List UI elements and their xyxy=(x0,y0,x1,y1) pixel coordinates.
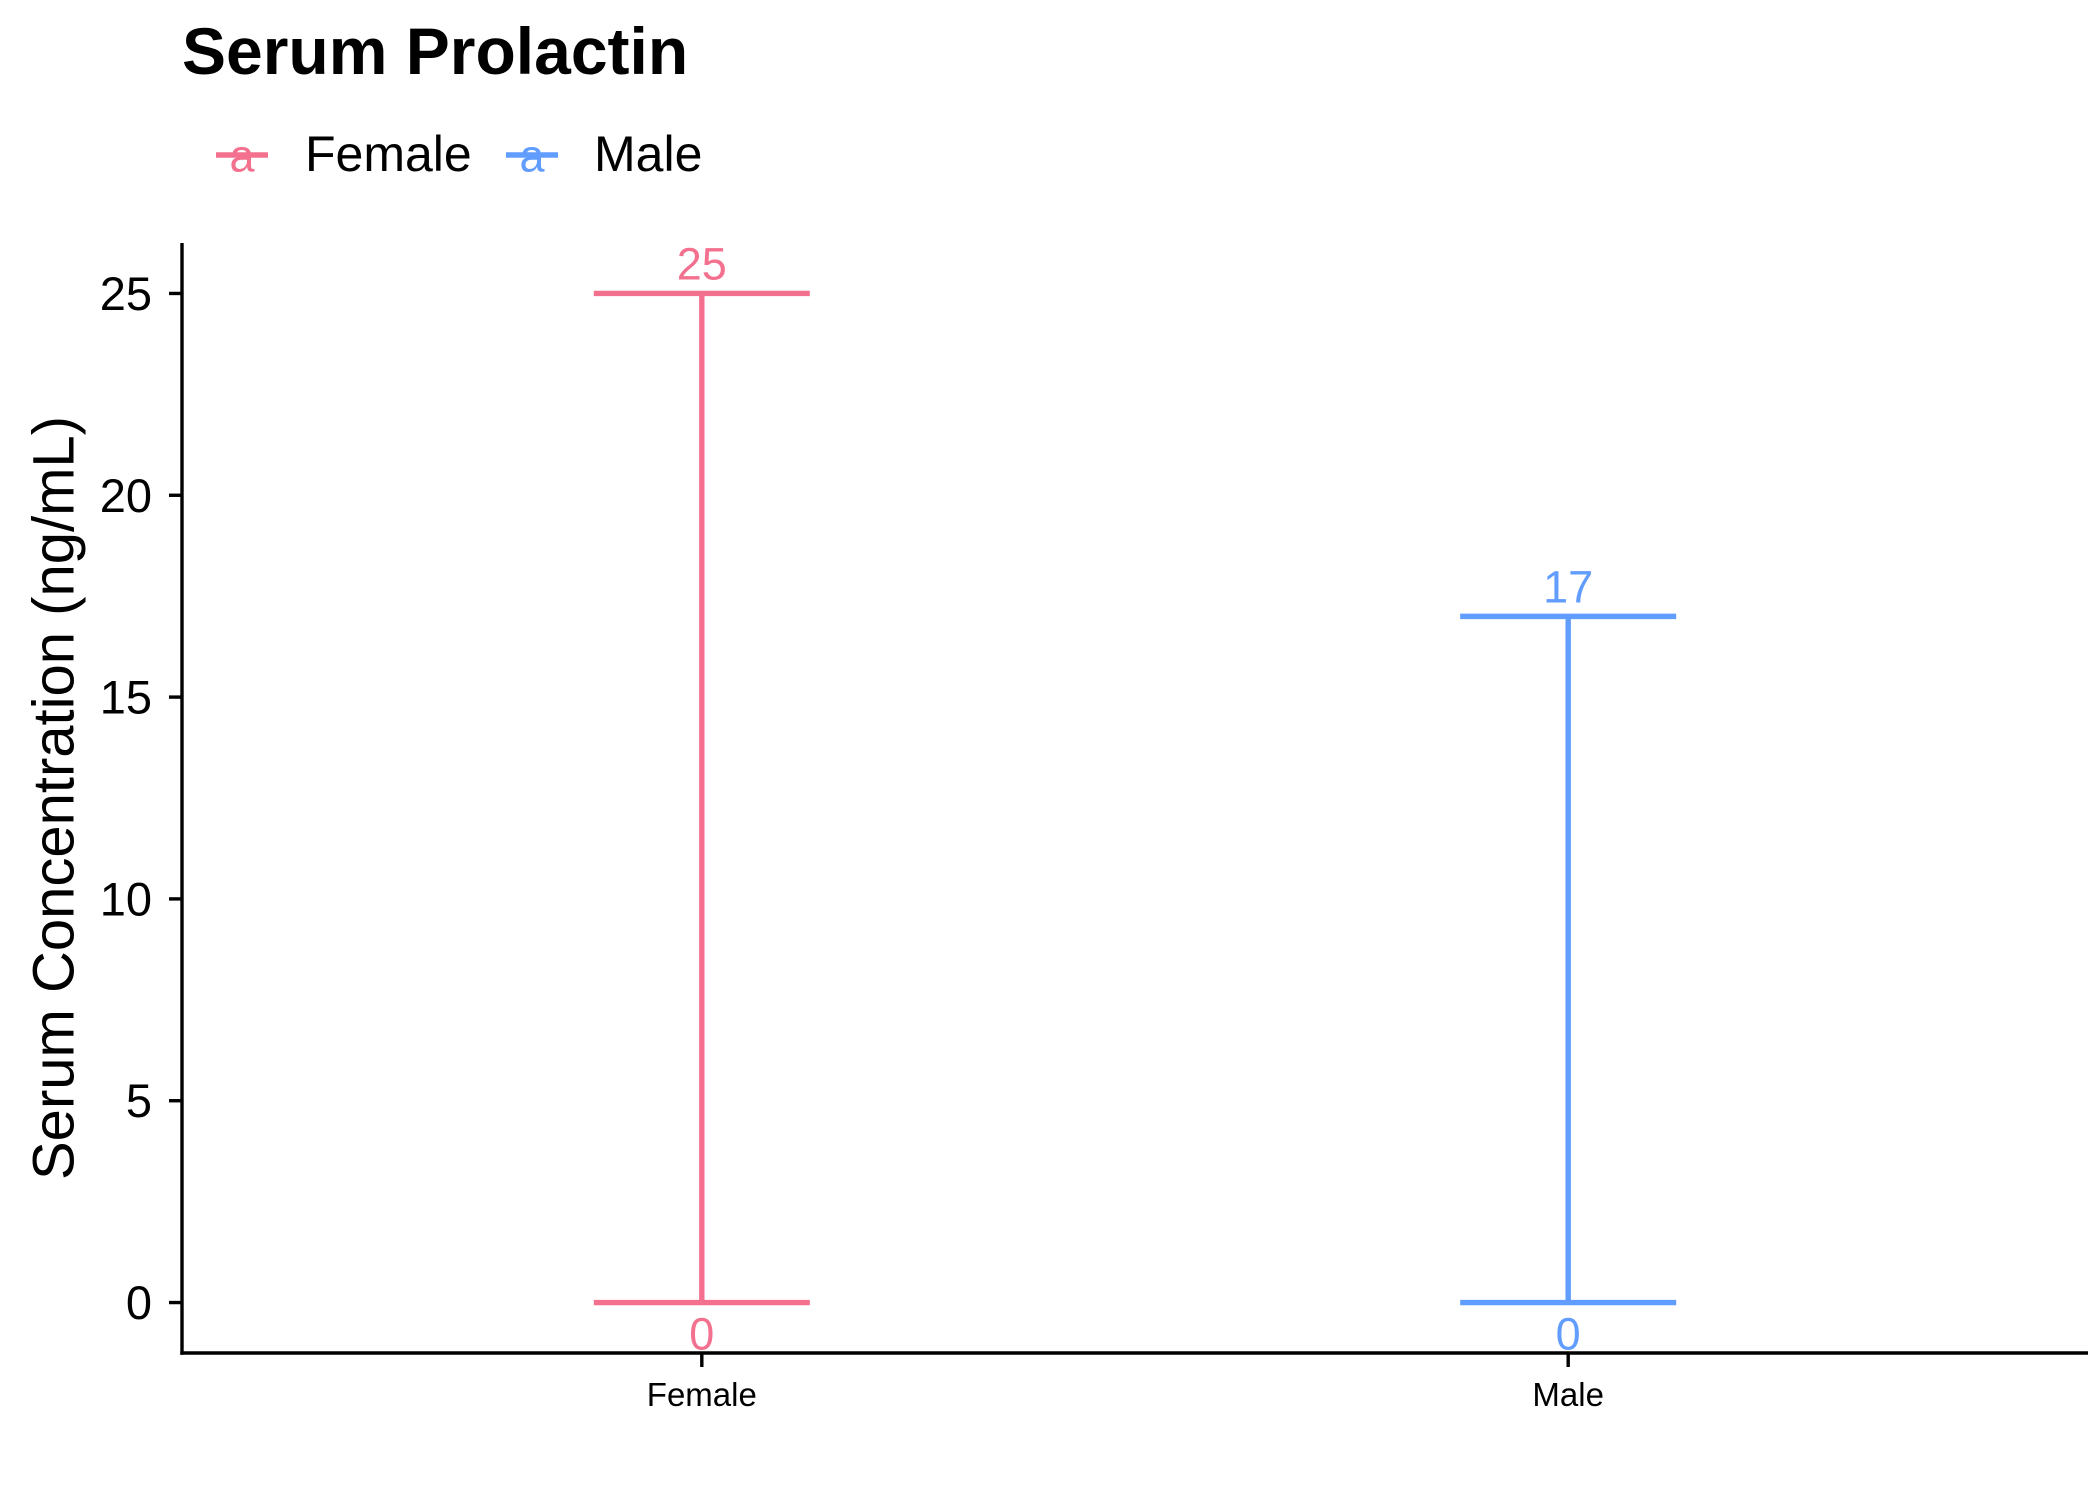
legend-key-glyph-male: a xyxy=(519,131,545,182)
legend-label-male: Male xyxy=(594,126,702,182)
x-tick-label-female: Female xyxy=(647,1376,757,1413)
data-label-low-female: 0 xyxy=(689,1309,714,1360)
plot-area: 0 5 10 15 20 25 Female Male 25 0 17 0 xyxy=(100,238,2088,1413)
data-label-high-male: 17 xyxy=(1543,561,1593,612)
legend: a Female a Male xyxy=(216,126,702,182)
y-tick-label: 15 xyxy=(100,671,152,724)
error-bars: 25 0 17 0 xyxy=(593,238,1677,1360)
x-axis-ticks: Female Male xyxy=(647,1353,1604,1413)
chart-title: Serum Prolactin xyxy=(182,14,688,88)
y-tick-label: 10 xyxy=(100,872,152,925)
legend-key-glyph-female: a xyxy=(229,131,255,182)
legend-item-female: a Female xyxy=(216,126,472,182)
y-tick-label: 5 xyxy=(126,1074,152,1127)
y-tick-label: 25 xyxy=(100,267,152,320)
y-tick-label: 20 xyxy=(100,469,152,522)
x-tick-label-male: Male xyxy=(1532,1376,1604,1413)
legend-label-female: Female xyxy=(305,126,472,182)
data-label-high-female: 25 xyxy=(677,238,727,289)
y-axis-title: Serum Concentration (ng/mL) xyxy=(22,416,87,1180)
y-tick-label: 0 xyxy=(126,1276,152,1329)
legend-item-male: a Male xyxy=(506,126,702,182)
y-axis-ticks: 0 5 10 15 20 25 xyxy=(100,267,182,1329)
error-bar-female: 25 0 xyxy=(593,238,810,1360)
error-bar-male: 17 0 xyxy=(1460,561,1677,1360)
data-label-low-male: 0 xyxy=(1556,1309,1581,1360)
